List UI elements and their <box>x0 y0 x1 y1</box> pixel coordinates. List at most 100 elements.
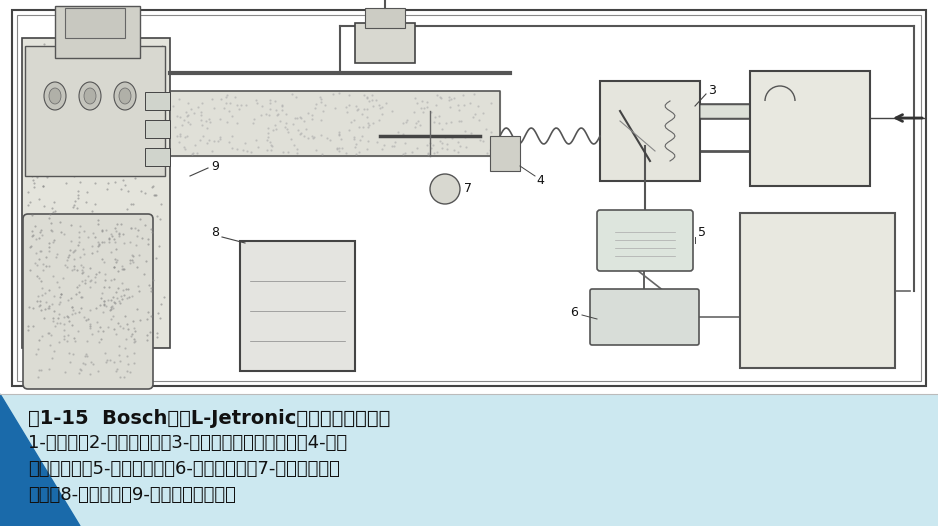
Point <box>144 147 159 155</box>
Point <box>149 70 164 79</box>
Point <box>76 359 91 367</box>
Point <box>123 368 138 376</box>
Point <box>131 287 146 295</box>
Ellipse shape <box>49 88 61 104</box>
Point <box>37 305 52 313</box>
Point <box>296 117 311 126</box>
Point <box>26 231 41 239</box>
Point <box>49 319 64 327</box>
Point <box>30 261 45 270</box>
Point <box>225 112 240 120</box>
Point <box>70 128 85 136</box>
Point <box>293 129 308 138</box>
Point <box>262 111 277 119</box>
Point <box>360 105 375 114</box>
Point <box>64 221 79 229</box>
Point <box>94 289 109 298</box>
Point <box>269 111 284 119</box>
Point <box>123 259 138 268</box>
Point <box>420 149 435 158</box>
Point <box>22 139 37 148</box>
Point <box>40 304 55 312</box>
Point <box>443 103 458 111</box>
Point <box>58 146 73 155</box>
Point <box>141 308 156 317</box>
Point <box>41 243 56 251</box>
Point <box>331 147 346 156</box>
Point <box>142 54 157 62</box>
Point <box>136 270 151 278</box>
Point <box>127 171 142 180</box>
Point <box>78 360 93 368</box>
Point <box>275 148 290 156</box>
Point <box>53 319 68 327</box>
Point <box>137 189 152 198</box>
Point <box>72 238 87 246</box>
Point <box>113 357 128 366</box>
Point <box>144 225 159 233</box>
Point <box>53 290 68 298</box>
Point <box>62 349 77 357</box>
Point <box>116 94 131 102</box>
Point <box>455 91 470 99</box>
Point <box>31 274 46 282</box>
Point <box>268 106 283 114</box>
Point <box>238 100 253 109</box>
Point <box>48 322 63 330</box>
Point <box>147 191 162 199</box>
Point <box>33 138 48 147</box>
Point <box>219 93 234 101</box>
Point <box>96 327 111 336</box>
Point <box>118 77 133 85</box>
Point <box>366 119 381 127</box>
Point <box>176 143 191 151</box>
Point <box>131 70 146 78</box>
Point <box>130 282 145 290</box>
Point <box>68 164 83 172</box>
Point <box>189 148 204 157</box>
Point <box>125 330 140 339</box>
Point <box>63 246 78 255</box>
Point <box>84 248 99 257</box>
Point <box>125 251 140 259</box>
Point <box>54 119 69 128</box>
Point <box>147 72 162 80</box>
Point <box>87 179 102 188</box>
Point <box>97 300 112 309</box>
Point <box>65 203 80 211</box>
Point <box>153 106 168 114</box>
Point <box>112 341 127 350</box>
Point <box>304 132 319 140</box>
Point <box>90 220 105 228</box>
Point <box>71 187 86 196</box>
Point <box>119 367 134 375</box>
Point <box>67 247 82 255</box>
Point <box>149 211 164 220</box>
Point <box>101 282 116 291</box>
Point <box>90 73 105 81</box>
Point <box>184 105 199 113</box>
Bar <box>365 8 405 28</box>
Point <box>275 106 290 114</box>
Point <box>116 372 131 381</box>
Point <box>113 373 128 381</box>
Point <box>45 300 60 308</box>
Point <box>50 249 65 258</box>
Point <box>53 83 68 92</box>
Point <box>334 134 349 143</box>
Point <box>229 100 244 109</box>
Point <box>131 160 146 169</box>
Point <box>425 140 440 149</box>
Text: 图1-15  Bosch公司L-Jetronic电控汽油喷射系统: 图1-15 Bosch公司L-Jetronic电控汽油喷射系统 <box>28 409 390 428</box>
Point <box>73 294 88 302</box>
Point <box>281 128 296 136</box>
Point <box>68 309 83 318</box>
Point <box>102 67 117 76</box>
Point <box>103 305 118 313</box>
Point <box>349 150 364 158</box>
Point <box>115 176 130 185</box>
Point <box>32 336 47 344</box>
Text: 感器；8-电控单元；9-冷却液温度传感器: 感器；8-电控单元；9-冷却液温度传感器 <box>28 486 235 504</box>
Point <box>80 351 95 360</box>
Point <box>24 172 39 180</box>
